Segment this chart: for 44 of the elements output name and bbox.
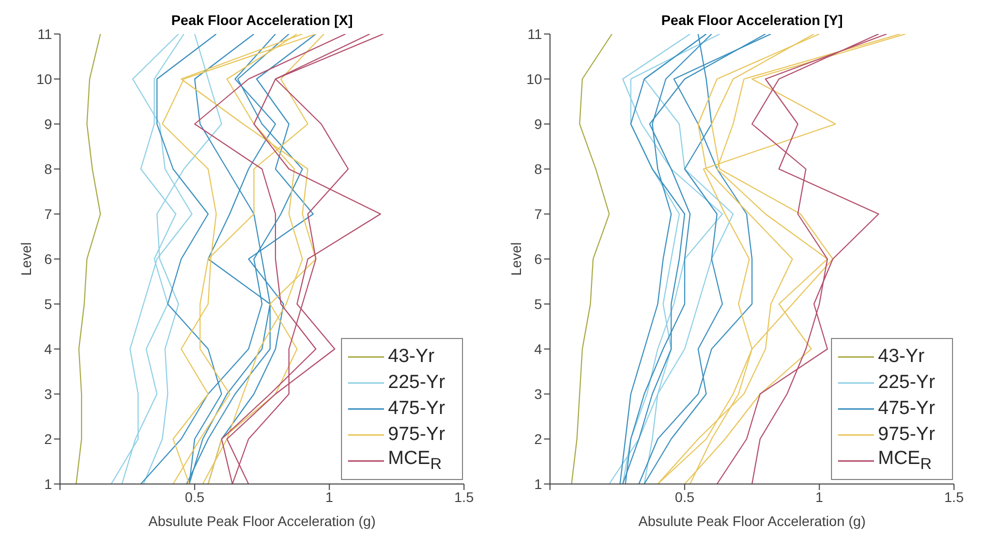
y-tick-label: 3 — [44, 386, 52, 402]
x-axis-title: Absulute Peak Floor Acceleration (g) — [638, 513, 866, 529]
y-tick-label: 1 — [44, 476, 52, 492]
y-tick-label: 11 — [527, 26, 542, 42]
y-tick-label: 6 — [534, 250, 542, 267]
y-tick-label: 4 — [534, 340, 542, 357]
y-tick-label: 3 — [534, 386, 542, 402]
y-tick-label: 11 — [37, 26, 52, 42]
x-tick-label: 1 — [815, 488, 824, 505]
y-axis-title: Level — [508, 242, 524, 276]
y-tick-label: 1 — [534, 476, 542, 492]
x-tick-label: 1 — [325, 488, 334, 505]
y-tick-label: 10 — [526, 70, 542, 87]
legend-label: 43-Yr — [878, 346, 924, 368]
y-tick-label: 6 — [44, 250, 52, 267]
y-tick-label: 5 — [44, 296, 52, 312]
y-tick-label: 7 — [534, 206, 542, 222]
legend-label: 475-Yr — [388, 398, 446, 420]
x-tick-label: 0.5 — [184, 488, 205, 505]
x-tick-label: 1.5 — [944, 488, 964, 505]
y-tick-label: 9 — [44, 116, 52, 132]
y-tick-label: 5 — [534, 296, 542, 312]
y-tick-label: 9 — [534, 116, 542, 132]
legend-label: 475-Yr — [878, 398, 936, 420]
legend-label: MCE$_{R}$ — [878, 448, 932, 474]
y-tick-label: 2 — [44, 430, 52, 447]
y-tick-label: 4 — [44, 340, 52, 357]
legend-label: 975-Yr — [878, 424, 936, 446]
y-tick-label: 8 — [44, 160, 52, 177]
x-axis-title: Absulute Peak Floor Acceleration (g) — [148, 513, 376, 529]
legend-label: 225-Yr — [388, 372, 446, 394]
legend-label: 225-Yr — [878, 372, 936, 394]
legend-label: 43-Yr — [388, 346, 434, 368]
y-axis-title: Level — [18, 242, 34, 276]
chart-title: Peak Floor Acceleration [X] — [170, 12, 354, 28]
y-tick-label: 7 — [44, 206, 52, 222]
legend-label: 975-Yr — [388, 424, 446, 446]
x-tick-label: 0.5 — [674, 488, 695, 505]
y-tick-label: 2 — [534, 430, 542, 447]
legend-label: MCE$_{R}$ — [388, 448, 442, 474]
x-tick-label: 1.5 — [454, 488, 474, 505]
y-tick-label: 8 — [534, 160, 542, 177]
chart-title: Peak Floor Acceleration [Y] — [660, 12, 844, 28]
y-tick-label: 10 — [36, 70, 52, 87]
